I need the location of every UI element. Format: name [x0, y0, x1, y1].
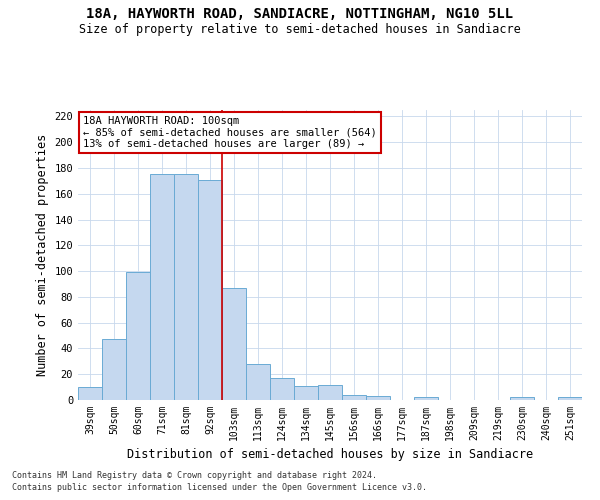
Text: Size of property relative to semi-detached houses in Sandiacre: Size of property relative to semi-detach… [79, 22, 521, 36]
Bar [222, 288, 246, 400]
Text: 18A, HAYWORTH ROAD, SANDIACRE, NOTTINGHAM, NG10 5LL: 18A, HAYWORTH ROAD, SANDIACRE, NOTTINGHA… [86, 8, 514, 22]
Bar [270, 378, 294, 400]
X-axis label: Distribution of semi-detached houses by size in Sandiacre: Distribution of semi-detached houses by … [127, 448, 533, 462]
Bar [318, 384, 342, 400]
Bar [510, 398, 534, 400]
Bar [414, 398, 438, 400]
Bar [78, 387, 102, 400]
Bar [174, 174, 198, 400]
Bar [198, 180, 222, 400]
Bar [126, 272, 150, 400]
Text: 18A HAYWORTH ROAD: 100sqm
← 85% of semi-detached houses are smaller (564)
13% of: 18A HAYWORTH ROAD: 100sqm ← 85% of semi-… [83, 116, 377, 149]
Bar [366, 396, 390, 400]
Y-axis label: Number of semi-detached properties: Number of semi-detached properties [36, 134, 49, 376]
Bar [102, 340, 126, 400]
Text: Contains HM Land Registry data © Crown copyright and database right 2024.: Contains HM Land Registry data © Crown c… [12, 471, 377, 480]
Bar [342, 395, 366, 400]
Bar [150, 174, 174, 400]
Bar [246, 364, 270, 400]
Bar [558, 398, 582, 400]
Bar [294, 386, 318, 400]
Text: Contains public sector information licensed under the Open Government Licence v3: Contains public sector information licen… [12, 484, 427, 492]
